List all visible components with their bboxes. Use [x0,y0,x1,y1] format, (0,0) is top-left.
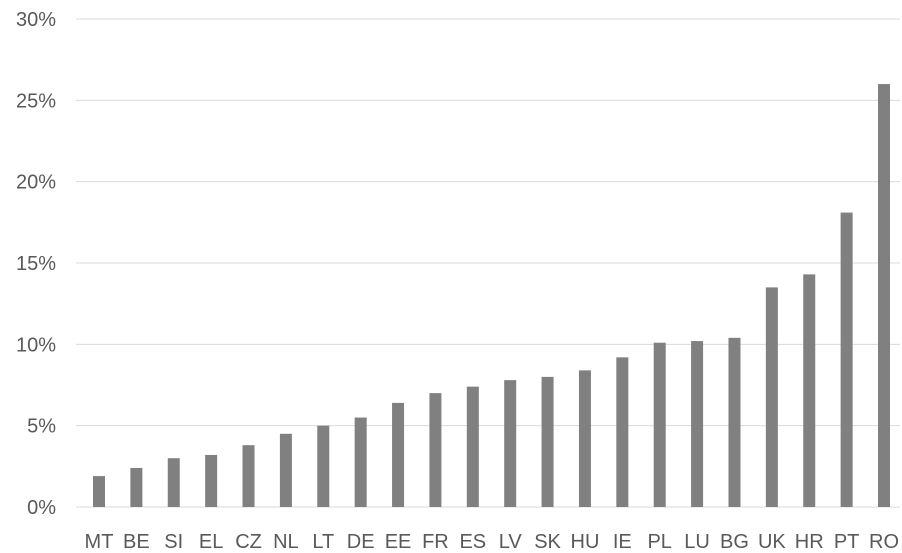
y-tick-label: 10% [16,334,56,356]
bar-lt [317,425,330,507]
x-tick-label-hr: HR [795,531,824,553]
x-tick-label-hu: HU [571,531,600,553]
x-tick-label-ee: EE [385,531,412,553]
x-tick-label-bg: BG [720,531,749,553]
y-tick-label: 30% [16,9,56,31]
y-axis-tick-labels: 0% 5% 10% 15% 20% 25% 30% [16,9,56,519]
bar-lv [504,380,517,507]
x-axis-tick-labels: MT BE SI EL CZ NL LT DE EE FR ES LV SK HU IE PL LU BG UK HR… [85,531,899,553]
bar-sk [541,376,554,507]
x-tick-label-lt: LT [312,531,334,553]
bar-ie [616,357,629,507]
x-tick-label-si: SI [164,531,183,553]
bar-lu [691,341,704,507]
y-tick-label: 0% [27,497,56,519]
x-tick-label-de: DE [347,531,375,553]
x-tick-label-uk: UK [758,531,786,553]
x-tick-label-es: ES [459,531,486,553]
x-tick-label-fr: FR [422,531,449,553]
x-tick-label-cz: CZ [235,531,262,553]
bar-mt [93,476,105,507]
bar-el [205,454,218,507]
bar-si [167,458,180,507]
x-tick-label-sk: SK [534,531,561,553]
x-tick-label-pt: PT [834,531,860,553]
y-tick-label: 15% [16,253,56,275]
x-tick-label-el: EL [199,531,223,553]
x-tick-label-nl: NL [273,531,299,553]
bar-pt [840,212,853,507]
bar-pl [653,342,666,507]
bar-be [130,467,143,507]
x-tick-label-mt: MT [85,531,114,553]
x-tick-label-lv: LV [499,531,523,553]
bar-hu [578,370,591,507]
bar-es [466,386,479,507]
bar-de [354,417,367,507]
bars [93,84,890,508]
x-tick-label-lu: LU [684,531,710,553]
bar-nl [279,433,292,507]
bar-fr [429,393,442,507]
y-tick-label: 25% [16,90,56,112]
bar-cz [242,445,255,507]
bar-bg [728,337,741,507]
bar-uk [765,287,778,507]
bar-hr [803,274,816,507]
y-tick-label: 5% [27,416,56,438]
x-tick-label-ro: RO [869,531,899,553]
gridlines [76,18,900,508]
bar-ro [878,84,890,508]
y-tick-label: 20% [16,172,56,194]
x-tick-label-ie: IE [613,531,632,553]
x-tick-label-be: BE [123,531,150,553]
bar-ee [392,402,405,507]
x-tick-label-pl: PL [647,531,671,553]
